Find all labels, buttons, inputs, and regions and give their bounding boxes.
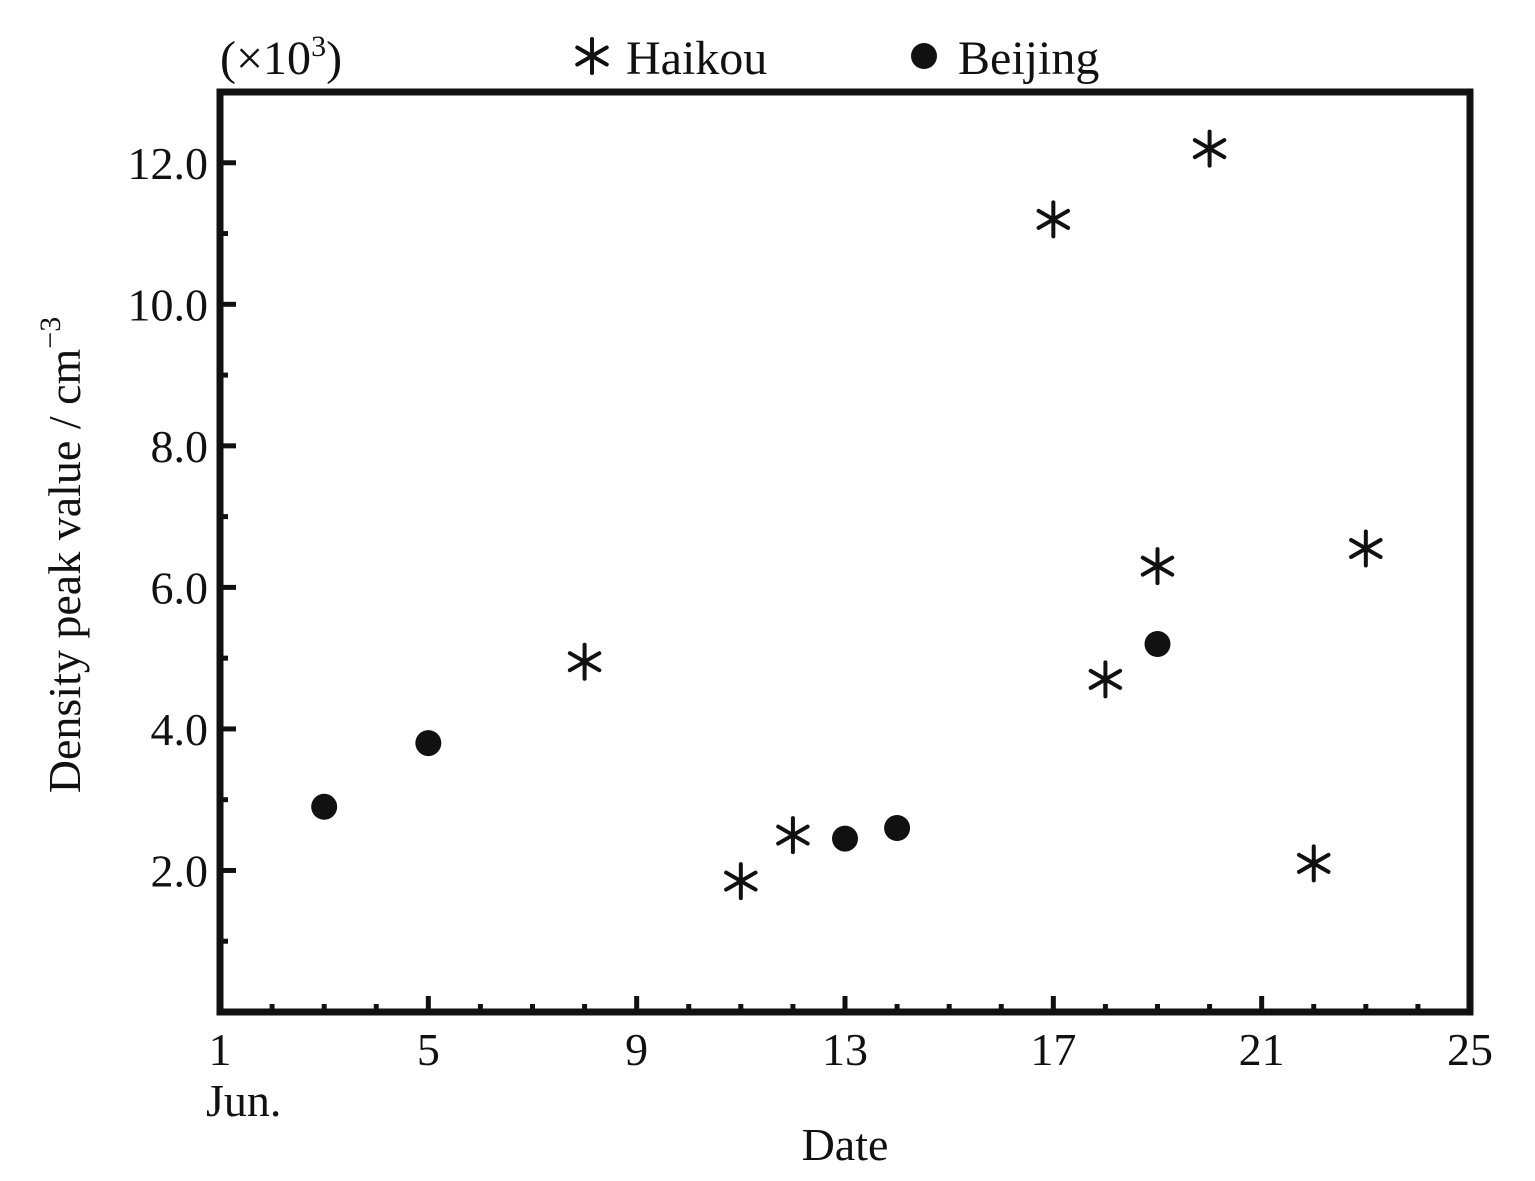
plot-frame [216,88,1474,1016]
x-axis-title: Date [802,1119,889,1170]
haikou-point [1192,129,1227,168]
x-tick-label: 9 [625,1024,648,1075]
axis-ticks [217,160,1473,1012]
x-sub-label: Jun. [206,1075,281,1126]
y-tick-label: 6.0 [151,562,209,613]
legend-haikou-label: Haikou [626,32,767,85]
beijing-point [832,825,858,852]
legend-beijing-label: Beijing [958,32,1099,85]
data-points [311,129,1383,901]
x-tick-label: 17 [1030,1024,1076,1075]
haikou-point [567,642,602,681]
haikou-legend-symbol [575,37,609,75]
y-tick-label: 4.0 [151,704,209,755]
y-tick-label: 8.0 [151,421,209,472]
haikou-point [1349,529,1383,568]
haikou-point [1036,200,1071,239]
beijing-point [415,730,442,757]
y-tick-label: 12.0 [128,138,209,189]
beijing-point [884,815,911,841]
legend-haikou-marker [575,37,609,75]
axis-tick-labels: 1 5 9 13 17 21 25 2.0 4.0 6.0 8.0 10.0 12.0 [128,138,1494,1075]
haikou-point [776,816,810,855]
x-tick-label: 21 [1239,1024,1285,1075]
y-axis-title: Density peak value / cm−3 [34,317,90,793]
beijing-legend-symbol [911,43,937,69]
x-tick-label: 13 [822,1024,868,1075]
beijing-point [311,793,338,820]
x-tick-label: 25 [1447,1024,1493,1075]
y-tick-label: 2.0 [151,845,209,896]
beijing-point [1144,631,1171,657]
y-tick-label: 10.0 [128,279,209,330]
haikou-point [1088,660,1123,699]
y-multiplier-label: (×103) [220,30,342,85]
x-tick-label: 1 [209,1024,232,1075]
haikou-point [1297,844,1331,883]
haikou-point [724,862,758,901]
haikou-point [1140,547,1175,586]
x-tick-label: 5 [417,1024,440,1075]
legend: Haikou Beijing [575,32,1099,85]
legend-beijing-marker [911,43,937,69]
